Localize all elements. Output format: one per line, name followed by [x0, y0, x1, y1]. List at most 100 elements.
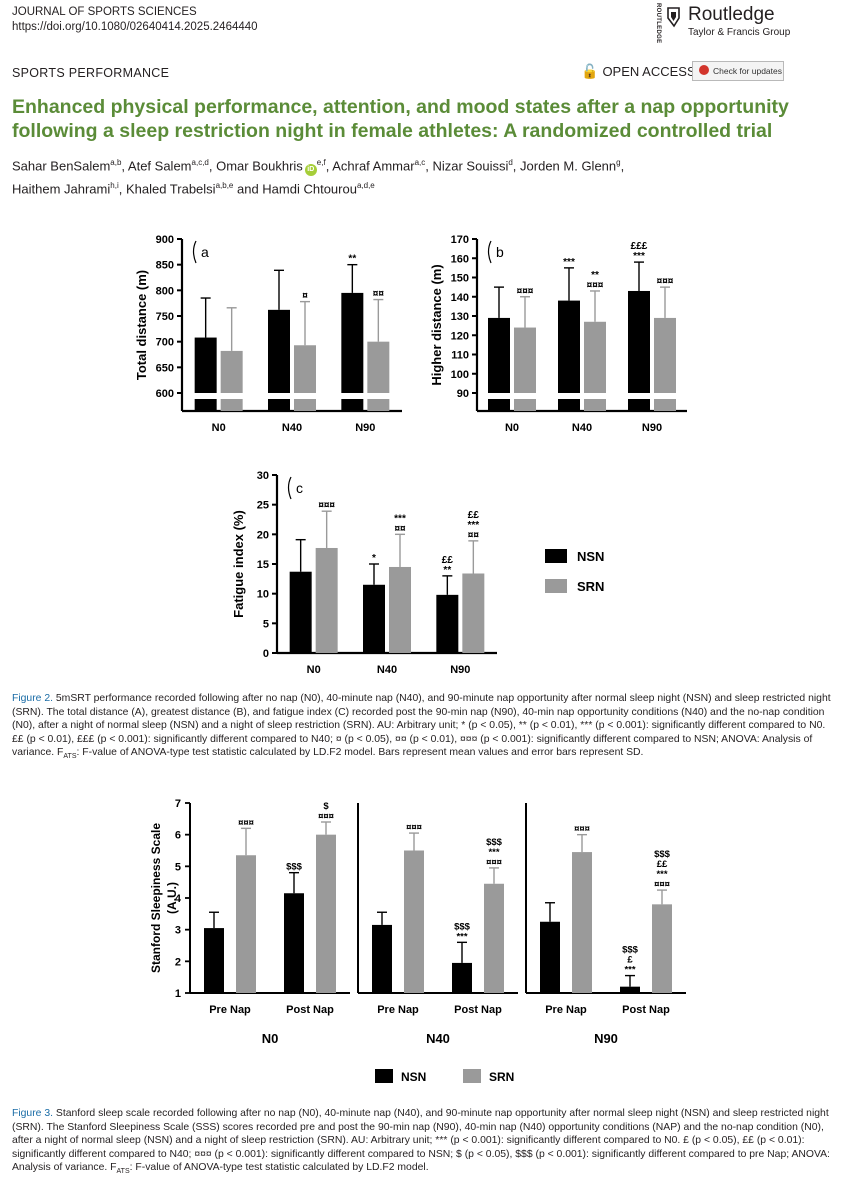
- orcid-icon[interactable]: iD: [304, 164, 317, 177]
- legend-swatch-srn: [545, 579, 567, 593]
- bar-base-srn: [220, 399, 243, 411]
- bar-base-nsn: [194, 399, 217, 411]
- bar-nsn-n0: [204, 928, 224, 993]
- bar-base-srn: [584, 399, 606, 411]
- y-tick-label: 7: [175, 798, 181, 810]
- doi-link[interactable]: https://doi.org/10.1080/02640414.2025.24…: [12, 21, 258, 33]
- significance-marker: ¤¤¤: [517, 286, 534, 297]
- bar-srn-n40: [389, 566, 411, 653]
- x-tick-label: Post Nap: [454, 1004, 502, 1016]
- y-tick-label: 750: [156, 311, 174, 323]
- bar-nsn-n40: [452, 962, 472, 993]
- significance-marker: ***: [456, 931, 467, 942]
- author-name[interactable]: Omar Boukhris: [216, 158, 303, 174]
- author-affiliation: a,d,e: [356, 181, 375, 191]
- significance-marker: ¤: [302, 291, 308, 302]
- author-affiliation: e,f: [316, 158, 326, 167]
- bar-srn-n0: [236, 855, 256, 993]
- significance-marker: ¤¤¤: [238, 817, 255, 828]
- check-for-updates-label: Check for updates: [713, 66, 782, 76]
- open-access-label: OPEN ACCESS: [602, 64, 696, 79]
- y-axis-label: Stanford Sleepiness Scale: [149, 823, 163, 973]
- panel-bracket: [287, 476, 292, 500]
- group-label: N90: [594, 1031, 618, 1046]
- author-name[interactable]: Atef Salem: [127, 158, 192, 174]
- significance-marker: ¤¤¤: [318, 811, 335, 822]
- author-separator: ,: [208, 158, 217, 174]
- x-tick-label: N90: [355, 422, 375, 434]
- figure-3-caption: Figure 3. Stanford sleep scale recorded …: [12, 1107, 832, 1179]
- bar-nsn-n90: [341, 292, 364, 393]
- legend-swatch-srn: [463, 1069, 481, 1083]
- figure-2-text-tail: : F-value of ANOVA-type test statistic c…: [76, 747, 644, 759]
- y-tick-label: 3: [175, 925, 181, 937]
- x-tick-label: Pre Nap: [209, 1004, 251, 1016]
- significance-marker: ¤¤: [394, 523, 406, 534]
- figure-2-label: Figure 2.: [12, 693, 54, 704]
- y-tick-label: 110: [451, 350, 469, 362]
- y-tick-label: 800: [156, 285, 174, 297]
- author-name[interactable]: Haithem Jahrami: [12, 181, 111, 197]
- check-for-updates-button[interactable]: Check for updates: [692, 61, 784, 81]
- bar-base-nsn: [268, 399, 290, 411]
- significance-marker: ***: [656, 869, 667, 880]
- author-separator: ,: [620, 158, 625, 174]
- y-tick-label: 1: [175, 988, 181, 1000]
- x-tick-label: Pre Nap: [377, 1004, 419, 1016]
- figure-2a-total-distance-chart: 600 650 700 750 800 850 900 Total distance (m) a…: [134, 234, 402, 434]
- author-list: Sahar BenSalema,b, Atef Salema,c,d, Omar…: [12, 153, 832, 200]
- figure-2-caption: Figure 2. 5mSRT performance recorded fol…: [12, 692, 832, 764]
- x-tick-label: N40: [282, 422, 302, 434]
- author-affiliation: a,b: [110, 158, 122, 167]
- significance-marker: $: [323, 801, 329, 812]
- author-name[interactable]: Nizar Souissi: [432, 158, 509, 174]
- legend-label: SRN: [577, 579, 604, 594]
- y-axis-label: Higher distance (m): [429, 264, 444, 385]
- significance-marker: ¤¤¤: [574, 824, 591, 835]
- y-tick-label: 15: [257, 559, 269, 571]
- bar-nsn-n0: [284, 893, 304, 993]
- x-tick-label: N0: [307, 664, 321, 676]
- author-separator: and: [233, 181, 263, 197]
- figure-3-stanford-sleepiness-chart: 1 2 3 4 5 6 7 Stanford Sleepiness Scale (A.U.) Pr…: [149, 798, 686, 1084]
- author-name[interactable]: Jorden M. Glenn: [520, 158, 617, 174]
- publisher-vertical-text: ROUTLEDGE: [655, 3, 661, 44]
- bar-srn-n40: [484, 883, 504, 993]
- open-access-badge: 🔓 OPEN ACCESS: [581, 63, 696, 80]
- panel-letter: b: [496, 244, 504, 260]
- significance-marker: ¤¤¤: [486, 857, 503, 868]
- crossmark-icon: [699, 65, 709, 75]
- y-tick-label: 900: [156, 234, 174, 246]
- y-axis-label-unit: (A.U.): [165, 882, 179, 914]
- author-affiliation: a,b,e: [215, 181, 234, 191]
- author-name[interactable]: Achraf Ammar: [332, 158, 415, 174]
- bar-nsn-n40: [268, 309, 290, 393]
- author-affiliation: h,i: [110, 181, 119, 191]
- y-tick-label: 0: [263, 648, 269, 660]
- figure-2c-fatigue-index-chart: 0 5 10 15 20 25 30 Fatigue index (%) c N0 N40 N90 ¤¤…: [231, 470, 604, 676]
- significance-marker: **: [348, 254, 356, 265]
- y-tick-label: 6: [175, 830, 181, 842]
- author-name[interactable]: Khaled Trabelsi: [125, 181, 216, 197]
- author-name[interactable]: Sahar BenSalem: [12, 158, 111, 174]
- y-tick-label: 120: [451, 330, 469, 342]
- legend-swatch-nsn: [545, 549, 567, 563]
- significance-marker: £: [627, 955, 633, 966]
- article-title: Enhanced physical performance, attention…: [12, 96, 789, 142]
- x-tick-label: N40: [572, 422, 592, 434]
- bar-srn-n90: [462, 573, 485, 653]
- significance-marker: $$$: [286, 862, 303, 873]
- bar-srn-n90: [654, 317, 676, 393]
- y-axis-label: Total distance (m): [134, 270, 149, 380]
- significance-marker: £££: [631, 241, 648, 252]
- bar-srn-n90: [652, 904, 672, 993]
- author-name[interactable]: Hamdi Chtourou: [262, 181, 357, 197]
- group-label: N40: [426, 1031, 450, 1046]
- bar-base-nsn: [488, 399, 510, 411]
- y-tick-label: 150: [451, 273, 469, 285]
- bar-nsn-n90: [620, 986, 640, 993]
- journal-name: JOURNAL OF SPORTS SCIENCES: [12, 6, 197, 18]
- y-tick-label: 20: [257, 529, 269, 541]
- y-tick-label: 100: [451, 369, 469, 381]
- significance-marker: ¤¤¤: [406, 822, 423, 833]
